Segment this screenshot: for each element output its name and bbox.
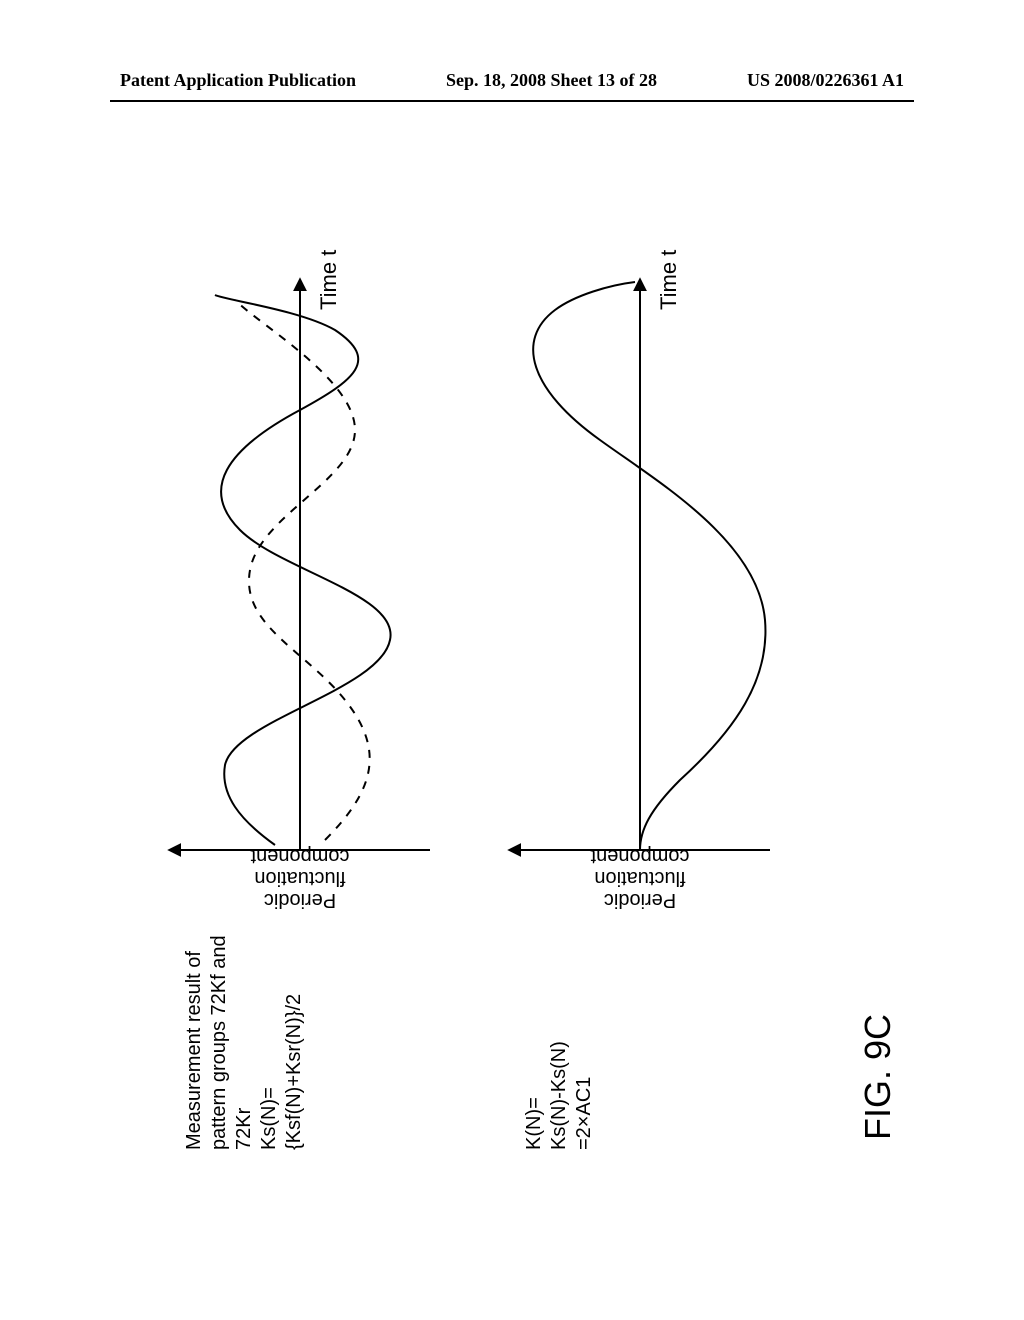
svg-text:K(N)=Ks(N)-Ks(N)=2×AC1: K(N)=Ks(N)-Ks(N)=2×AC1 bbox=[523, 1041, 595, 1150]
svg-text:Time t: Time t bbox=[656, 250, 681, 310]
header-left: Patent Application Publication bbox=[120, 70, 356, 91]
svg-text:Periodicfluctuationcomponent: Periodicfluctuationcomponent bbox=[590, 845, 689, 911]
svg-text:FIG. 9C: FIG. 9C bbox=[857, 1014, 898, 1140]
header-right: US 2008/0226361 A1 bbox=[747, 70, 904, 91]
page: Patent Application Publication Sep. 18, … bbox=[0, 0, 1024, 1320]
figure-area: Time t Periodicfluctuationcomponent Measur… bbox=[110, 180, 914, 1180]
svg-text:Measurement result ofpattern g: Measurement result ofpattern groups 72Kf… bbox=[183, 935, 305, 1150]
figure-svg: Time t Periodicfluctuationcomponent Measur… bbox=[110, 180, 914, 1180]
page-header: Patent Application Publication Sep. 18, … bbox=[0, 70, 1024, 91]
header-center: Sep. 18, 2008 Sheet 13 of 28 bbox=[446, 70, 657, 91]
svg-text:Periodicfluctuationcomponent: Periodicfluctuationcomponent bbox=[250, 845, 349, 911]
figure-rotated: Time t Periodicfluctuationcomponent Measur… bbox=[110, 180, 914, 1180]
header-rule bbox=[110, 100, 914, 102]
svg-text:Time t: Time t bbox=[316, 250, 341, 310]
